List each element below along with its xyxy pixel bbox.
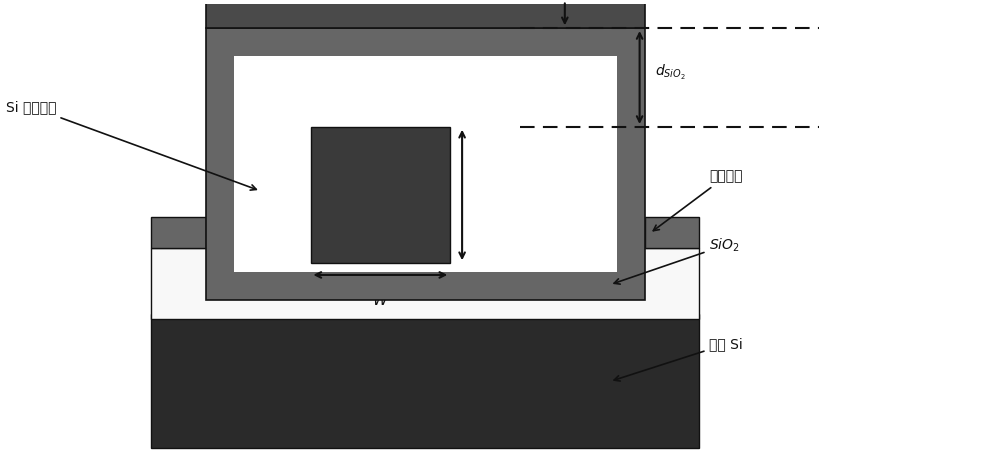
Bar bbox=[151, 248, 700, 319]
Bar bbox=[205, 28, 645, 300]
Text: 金属电极: 金属电极 bbox=[653, 169, 743, 231]
Bar bbox=[310, 127, 450, 263]
Text: $W$: $W$ bbox=[372, 292, 389, 308]
Bar bbox=[151, 315, 700, 448]
Bar bbox=[205, 4, 645, 28]
Bar bbox=[645, 217, 700, 248]
Text: Si 波导芯区: Si 波导芯区 bbox=[6, 100, 256, 190]
Text: $d_{SiO_2}$: $d_{SiO_2}$ bbox=[655, 63, 685, 82]
Bar bbox=[151, 217, 205, 248]
Text: 衬底 Si: 衬底 Si bbox=[614, 337, 743, 381]
Text: $SiO_2$: $SiO_2$ bbox=[614, 237, 740, 284]
Bar bbox=[233, 56, 617, 272]
Text: $H$: $H$ bbox=[474, 187, 488, 203]
